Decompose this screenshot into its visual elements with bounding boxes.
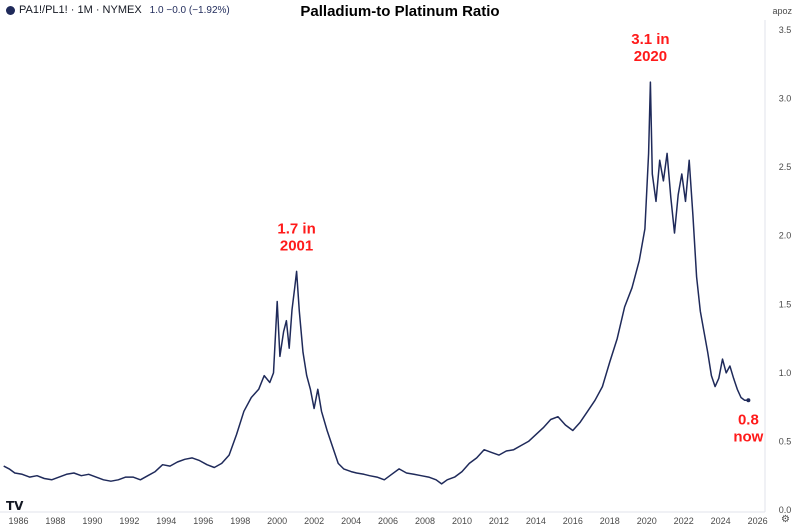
x-tick-label: 2020 [637, 516, 657, 526]
series-color-dot [6, 5, 15, 15]
tradingview-logo-icon[interactable]: 𝗧𝗩 [6, 499, 24, 513]
x-tick-label: 1992 [119, 516, 139, 526]
series-line [3, 81, 749, 485]
symbol-header: PA1!/PL1! · 1M · NYMEX 1.0 −0.0 (−1.92%) [6, 4, 230, 16]
annotation-label: now [733, 428, 763, 445]
x-tick-label: 2026 [748, 516, 768, 526]
y-tick-label: 3.0 [779, 94, 792, 104]
unit-label: apoz [772, 6, 792, 16]
x-tick-label: 2000 [267, 516, 287, 526]
x-tick-label: 2022 [674, 516, 694, 526]
x-tick-label: 2006 [378, 516, 398, 526]
annotation-label: 0.8 [738, 411, 759, 428]
x-tick-label: 2010 [452, 516, 472, 526]
x-tick-label: 2004 [341, 516, 361, 526]
x-tick-label: 2014 [526, 516, 546, 526]
last-point-marker [746, 398, 751, 403]
settings-gear-icon[interactable]: ⚙ [781, 514, 790, 525]
x-tick-label: 1990 [82, 516, 102, 526]
x-tick-label: 1986 [8, 516, 28, 526]
y-tick-label: 2.0 [779, 231, 792, 241]
y-tick-label: 2.5 [779, 162, 792, 172]
symbol-label: PA1!/PL1! · 1M · NYMEX [19, 4, 142, 16]
y-tick-label: 1.5 [779, 299, 792, 309]
annotation-label: 1.7 in [277, 220, 315, 237]
x-tick-label: 2008 [415, 516, 435, 526]
annotation-label: 2001 [280, 237, 313, 254]
x-tick-label: 2012 [489, 516, 509, 526]
x-tick-label: 1988 [45, 516, 65, 526]
x-tick-label: 1996 [193, 516, 213, 526]
symbol-values: 1.0 −0.0 (−1.92%) [149, 4, 230, 16]
annotation-label: 3.1 in [631, 31, 669, 48]
x-tick-label: 2016 [563, 516, 583, 526]
series-layer [3, 81, 751, 485]
x-tick-label: 2024 [711, 516, 731, 526]
y-tick-label: 0.0 [779, 505, 792, 515]
x-tick-label: 1994 [156, 516, 176, 526]
y-tick-label: 1.0 [779, 368, 792, 378]
chart-title: Palladium-to Platinum Ratio [300, 3, 500, 20]
y-axis: 0.0 0.5 1.0 1.5 2.0 2.5 3.0 3.5 [779, 25, 792, 515]
x-tick-label: 2002 [304, 516, 324, 526]
y-tick-label: 0.5 [779, 436, 792, 446]
y-tick-label: 3.5 [779, 25, 792, 35]
x-tick-label: 2018 [600, 516, 620, 526]
annotation-label: 2020 [634, 48, 667, 65]
x-tick-label: 1998 [230, 516, 250, 526]
x-axis: 1986 1988 1990 1992 1994 1996 1998 2000 2002 2004… [8, 516, 767, 526]
